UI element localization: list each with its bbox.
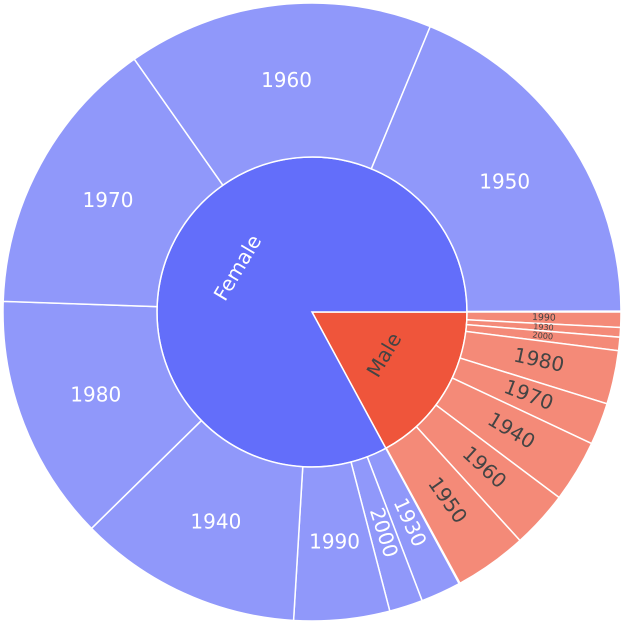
outer-wedge xyxy=(133,2,432,187)
outer-wedge xyxy=(2,58,224,308)
outer-label: 1990 xyxy=(532,312,556,324)
outer-label: 2000 xyxy=(532,329,554,341)
outer-wedge xyxy=(2,300,203,530)
outer-label: 1960 xyxy=(261,68,312,92)
outer-label: 1930 xyxy=(533,322,554,332)
outer-wedge xyxy=(90,419,304,622)
outer-label: 1990 xyxy=(309,529,360,553)
outer-label: 1950 xyxy=(479,169,530,193)
outer-label: 1980 xyxy=(70,383,121,407)
outer-label: 1970 xyxy=(83,188,134,212)
outer-wedge xyxy=(370,25,622,313)
outer-label: 1940 xyxy=(190,510,241,534)
outer-wedge xyxy=(385,425,522,585)
